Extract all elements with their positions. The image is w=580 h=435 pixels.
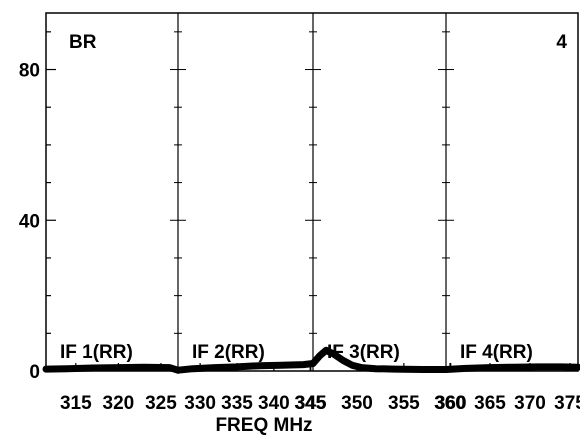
x-tick-label: 370 <box>514 393 546 414</box>
panel-label: IF 4(RR) <box>460 342 533 363</box>
x-tick-label: 340 <box>258 393 290 414</box>
x-tick-label: 350 <box>341 393 373 414</box>
plot-frame <box>45 12 579 372</box>
panel: IF 1(RR) <box>42 342 182 374</box>
x-tick-label: 335 <box>221 393 253 414</box>
series-line <box>442 363 580 373</box>
x-tick-label: 375 <box>554 393 580 414</box>
x-tick-label: 345 <box>295 393 327 414</box>
y-tick-label: 80 <box>19 61 40 82</box>
x-tick-label: 365 <box>474 393 506 414</box>
panels-layer: IF 1(RR) IF 2(RR) IF 3(RR) IF 4(RR) <box>42 13 580 374</box>
x-axis-title: FREQ MHz <box>215 415 312 435</box>
x-tick-label: 360 <box>435 393 467 414</box>
y-axis: 0 40 80 <box>19 31 56 383</box>
panel: IF 2(RR) <box>170 13 317 374</box>
panel-label: IF 1(RR) <box>60 342 133 363</box>
y-tick-label: 0 <box>29 362 40 383</box>
panel-label: IF 3(RR) <box>327 342 400 363</box>
x-tick-label: 330 <box>184 393 216 414</box>
series-line <box>42 363 182 374</box>
y-tick-label: 40 <box>19 211 40 232</box>
x-tick-label: 315 <box>60 393 92 414</box>
panel: IF 4(RR) <box>438 13 580 373</box>
x-tick-label: 320 <box>103 393 135 414</box>
panel: IF 3(RR) <box>305 13 450 373</box>
panel-label: IF 2(RR) <box>192 342 265 363</box>
corner-label-left: BR <box>69 32 97 53</box>
series-line <box>174 360 317 374</box>
corner-label-right: 4 <box>556 32 567 53</box>
x-tick-label: 325 <box>145 393 177 414</box>
x-tick-label: 345 <box>294 393 326 414</box>
x-tick-label: 360 <box>434 393 466 414</box>
x-tick-label: 355 <box>388 393 420 414</box>
